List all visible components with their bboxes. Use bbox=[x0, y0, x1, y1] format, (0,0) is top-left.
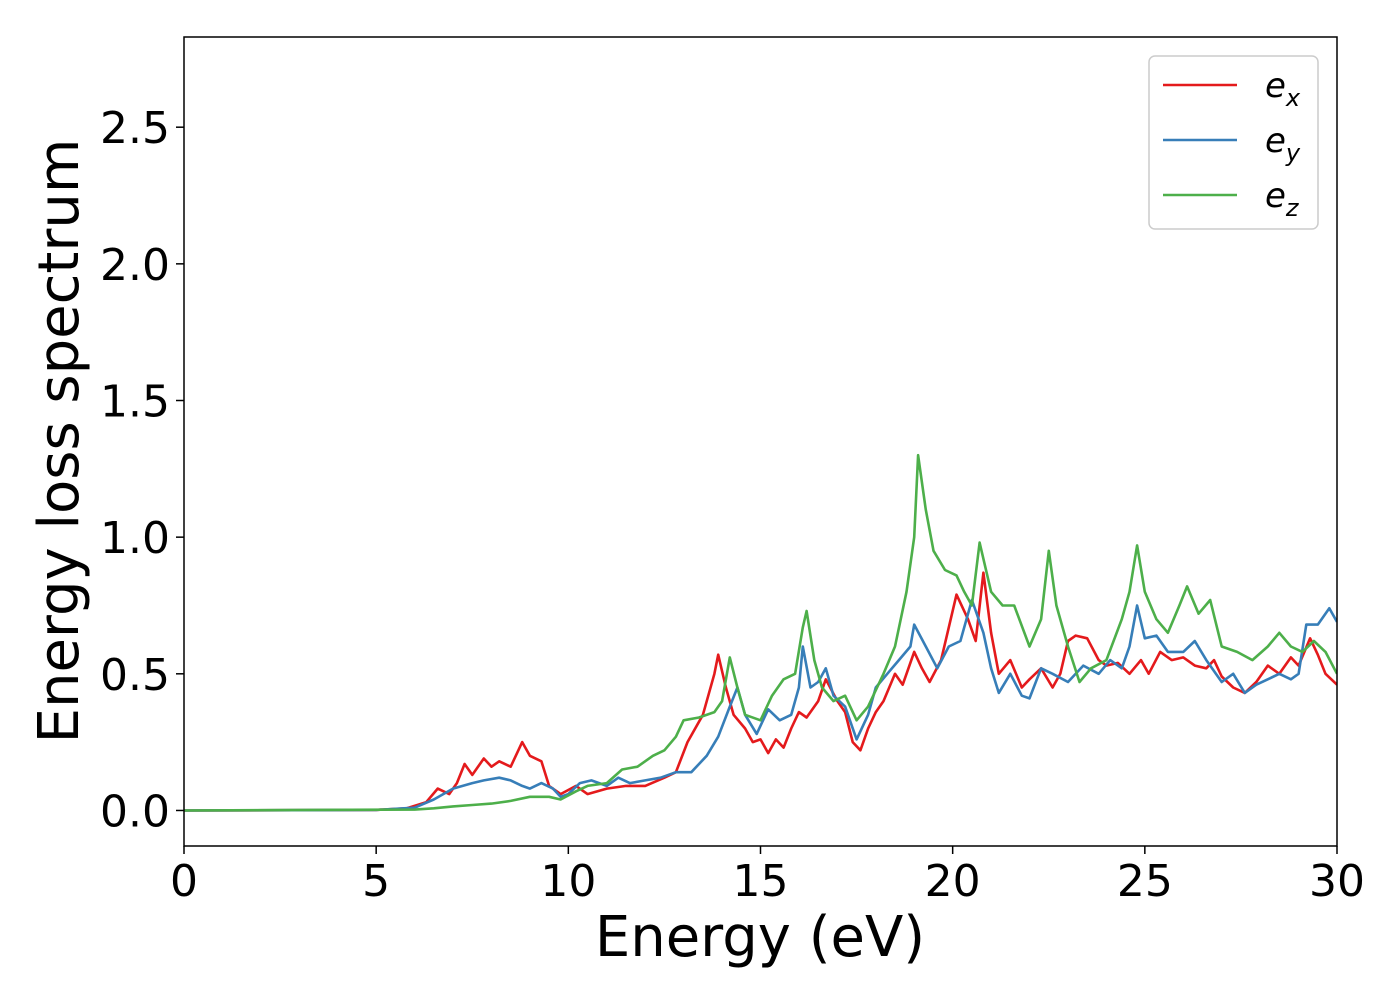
x-axis-ticks: 0 5 10 15 20 25 30 bbox=[170, 846, 1365, 907]
legend-box bbox=[1148, 55, 1319, 230]
x-tick-label: 0 bbox=[170, 856, 198, 907]
y-tick-label: 0.0 bbox=[100, 786, 170, 837]
x-tick-label: 15 bbox=[733, 856, 789, 907]
series-lines bbox=[184, 453, 1337, 812]
series-line-x bbox=[184, 571, 1337, 812]
y-tick-label: 1.5 bbox=[100, 377, 170, 428]
x-axis-label: Energy (eV) bbox=[595, 905, 925, 970]
y-tick-label: 0.5 bbox=[100, 650, 170, 701]
y-tick-label: 1.0 bbox=[100, 513, 170, 564]
series-line-z bbox=[184, 453, 1337, 812]
x-tick-label: 25 bbox=[1117, 856, 1173, 907]
x-tick-label: 10 bbox=[540, 856, 596, 907]
y-axis-ticks: 0.0 0.5 1.0 1.5 2.0 2.5 bbox=[100, 103, 184, 837]
y-tick-label: 2.5 bbox=[100, 103, 170, 154]
y-axis-label: Energy loss spectrum bbox=[27, 139, 92, 744]
y-tick-label: 2.0 bbox=[100, 240, 170, 291]
plot-background bbox=[184, 37, 1337, 846]
x-tick-label: 30 bbox=[1309, 856, 1365, 907]
x-tick-label: 20 bbox=[925, 856, 981, 907]
x-tick-label: 5 bbox=[362, 856, 390, 907]
